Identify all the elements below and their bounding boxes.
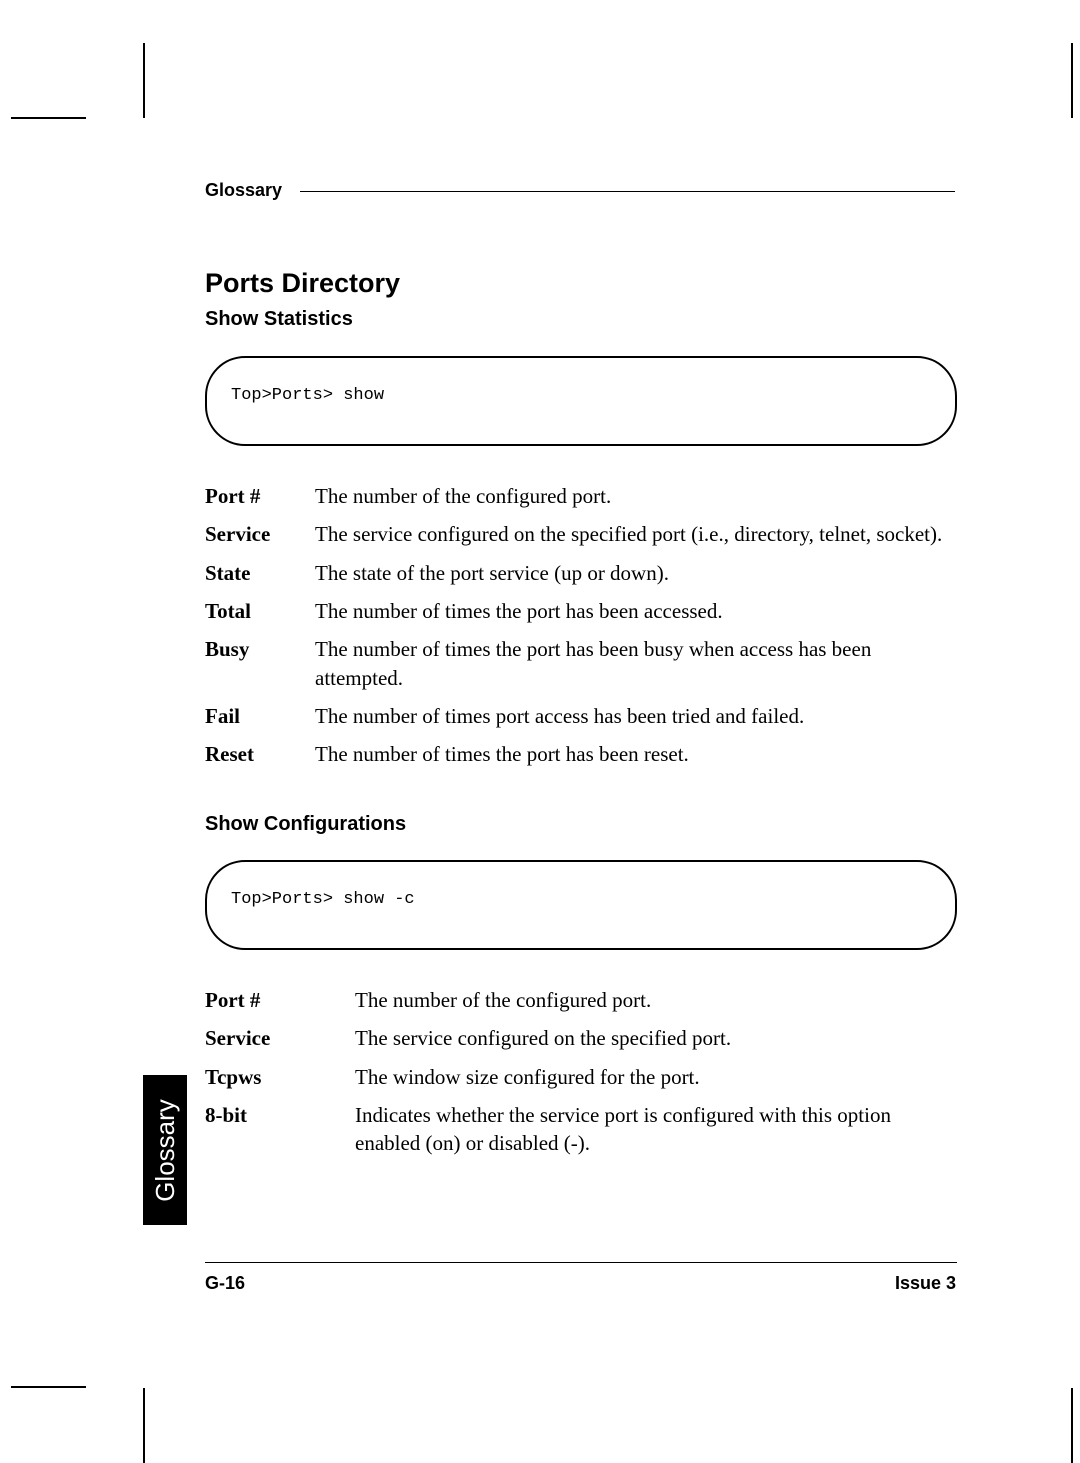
issue-number: Issue 3 — [895, 1273, 956, 1294]
definition-desc: The number of times the port has been ac… — [315, 597, 957, 625]
definition-list-statistics: Port # The number of the configured port… — [205, 482, 957, 779]
running-header: Glossary — [205, 180, 282, 201]
section-title: Ports Directory — [205, 268, 400, 299]
thumb-tab-glossary: Glossary — [143, 1075, 187, 1225]
definition-desc: The number of times the port has been re… — [315, 740, 957, 768]
header-rule — [300, 191, 955, 192]
command-box-statistics: Top>Ports> show — [205, 356, 957, 446]
definition-desc: The window size configured for the port. — [355, 1063, 957, 1091]
definition-list-configurations: Port # The number of the configured port… — [205, 986, 957, 1168]
definition-row: Busy The number of times the port has be… — [205, 635, 957, 692]
definition-desc: Indicates whether the service port is co… — [355, 1101, 957, 1158]
definition-term: Fail — [205, 702, 315, 730]
crop-mark — [11, 1386, 86, 1388]
definition-row: 8-bit Indicates whether the service port… — [205, 1101, 957, 1158]
definition-row: Service The service configured on the sp… — [205, 1024, 957, 1052]
crop-mark — [143, 1388, 145, 1463]
definition-term: Tcpws — [205, 1063, 355, 1091]
definition-term: Reset — [205, 740, 315, 768]
definition-term: Busy — [205, 635, 315, 692]
command-prompt: Top>Ports> — [231, 386, 343, 405]
definition-row: Port # The number of the configured port… — [205, 482, 957, 510]
definition-term: State — [205, 559, 315, 587]
crop-mark — [11, 117, 86, 119]
command-box-configurations: Top>Ports> show -c — [205, 860, 957, 950]
definition-term: Port # — [205, 986, 355, 1014]
command-text: show -c — [343, 890, 414, 909]
definition-term: Service — [205, 1024, 355, 1052]
definition-row: Total The number of times the port has b… — [205, 597, 957, 625]
definition-desc: The service configured on the specified … — [315, 520, 957, 548]
definition-desc: The state of the port service (up or dow… — [315, 559, 957, 587]
definition-desc: The number of times the port has been bu… — [315, 635, 957, 692]
command-text: show — [343, 386, 384, 405]
definition-desc: The number of the configured port. — [315, 482, 957, 510]
definition-desc: The service configured on the specified … — [355, 1024, 957, 1052]
definition-row: State The state of the port service (up … — [205, 559, 957, 587]
definition-term: 8-bit — [205, 1101, 355, 1158]
definition-row: Fail The number of times port access has… — [205, 702, 957, 730]
command-prompt: Top>Ports> — [231, 890, 343, 909]
definition-row: Service The service configured on the sp… — [205, 520, 957, 548]
definition-row: Tcpws The window size configured for the… — [205, 1063, 957, 1091]
subheading-statistics: Show Statistics — [205, 308, 353, 331]
definition-term: Port # — [205, 482, 315, 510]
crop-mark — [143, 43, 145, 118]
crop-mark — [1071, 1388, 1073, 1463]
definition-row: Reset The number of times the port has b… — [205, 740, 957, 768]
crop-mark — [1071, 43, 1073, 118]
definition-row: Port # The number of the configured port… — [205, 986, 957, 1014]
page-number: G-16 — [205, 1273, 245, 1294]
definition-desc: The number of the configured port. — [355, 986, 957, 1014]
footer-rule — [205, 1262, 957, 1263]
definition-desc: The number of times port access has been… — [315, 702, 957, 730]
definition-term: Total — [205, 597, 315, 625]
thumb-tab-label: Glossary — [150, 1099, 181, 1202]
subheading-configurations: Show Configurations — [205, 813, 406, 836]
definition-term: Service — [205, 520, 315, 548]
